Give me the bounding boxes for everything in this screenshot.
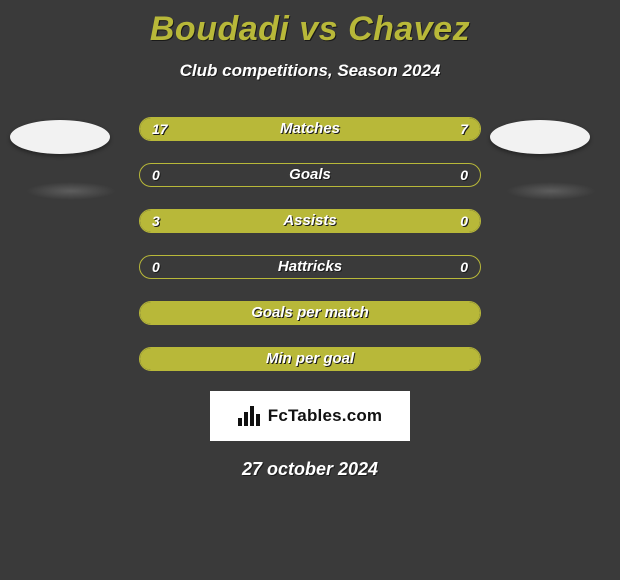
stat-row: Hattricks0 0 — [139, 255, 481, 279]
player-left-avatar — [10, 120, 110, 154]
watermark-text: FcTables.com — [268, 406, 383, 426]
chart-icon — [238, 406, 262, 426]
stat-value-right: 0 — [460, 210, 468, 232]
watermark: FcTables.com — [210, 391, 410, 441]
stat-label: Matches — [140, 118, 480, 140]
stat-value-left: 17 — [152, 118, 168, 140]
subtitle: Club competitions, Season 2024 — [0, 61, 620, 81]
page-title: Boudadi vs Chavez — [0, 0, 620, 49]
date-label: 27 october 2024 — [0, 459, 620, 480]
stat-value-right: 7 — [460, 118, 468, 140]
stat-value-left: 0 — [152, 164, 160, 186]
player-right-shadow — [506, 182, 596, 200]
stat-value-right: 0 — [460, 256, 468, 278]
stat-row: Assists3 0 — [139, 209, 481, 233]
stat-label: Hattricks — [140, 256, 480, 278]
stat-label: Goals — [140, 164, 480, 186]
stat-row: Matches17 7 — [139, 117, 481, 141]
player-right-avatar — [490, 120, 590, 154]
stat-row: Goals per match — [139, 301, 481, 325]
stat-row: Goals0 0 — [139, 163, 481, 187]
stat-row: Min per goal — [139, 347, 481, 371]
stat-value-left: 0 — [152, 256, 160, 278]
stat-value-right: 0 — [460, 164, 468, 186]
comparison-card: Boudadi vs Chavez Club competitions, Sea… — [0, 0, 620, 580]
stat-label: Assists — [140, 210, 480, 232]
stat-label: Goals per match — [140, 302, 480, 324]
stat-label: Min per goal — [140, 348, 480, 370]
stats-area: Matches177Goals00Assists30Hattricks00Goa… — [0, 117, 620, 371]
stat-value-left: 3 — [152, 210, 160, 232]
player-left-shadow — [26, 182, 116, 200]
